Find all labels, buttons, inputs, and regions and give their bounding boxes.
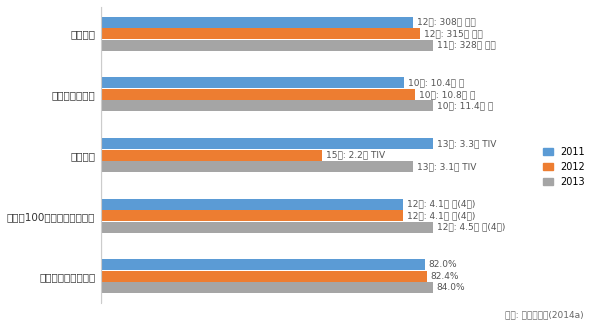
Text: 12위: 315억 달러: 12위: 315억 달러 (424, 29, 482, 38)
Bar (101, 17, 412, 27)
Text: 13위: 3.3억 TIV: 13위: 3.3억 TIV (437, 139, 496, 148)
Bar (101, 283, 433, 293)
Bar (101, 150, 322, 161)
Bar (101, 210, 403, 221)
Bar (101, 100, 433, 111)
Text: 출처: 산업연구원(2014a): 출처: 산업연구원(2014a) (505, 311, 584, 320)
Bar (101, 77, 403, 88)
Text: 12위: 4.1조 원(4개): 12위: 4.1조 원(4개) (407, 200, 476, 209)
Text: 12위: 308억 달러: 12위: 308억 달러 (417, 18, 475, 26)
Text: 10위: 11.4조 원: 10위: 11.4조 원 (437, 101, 493, 110)
Text: 82.0%: 82.0% (429, 260, 458, 269)
Bar (101, 138, 433, 149)
Text: 84.0%: 84.0% (437, 284, 465, 292)
Text: 82.4%: 82.4% (430, 272, 459, 281)
Bar (101, 199, 403, 210)
Bar (101, 161, 412, 172)
Text: 12위: 4.5조 원(4개): 12위: 4.5조 원(4개) (437, 223, 505, 232)
Text: 11위: 328억 달러: 11위: 328억 달러 (437, 41, 495, 50)
Bar (101, 222, 433, 233)
Text: 10위: 10.4조 원: 10위: 10.4조 원 (408, 78, 464, 87)
Bar (101, 28, 420, 39)
Bar (101, 259, 425, 270)
Text: 13위: 3.1억 TIV: 13위: 3.1억 TIV (417, 162, 476, 171)
Legend: 2011, 2012, 2013: 2011, 2012, 2013 (539, 143, 589, 191)
Bar (101, 271, 427, 282)
Text: 12위: 4.1조 원(4개): 12위: 4.1조 원(4개) (407, 211, 476, 220)
Bar (101, 40, 433, 51)
Text: 10위: 10.8조 원: 10위: 10.8조 원 (419, 90, 476, 99)
Text: 15위: 2.2억 TIV: 15위: 2.2억 TIV (326, 151, 385, 160)
Bar (101, 89, 415, 100)
